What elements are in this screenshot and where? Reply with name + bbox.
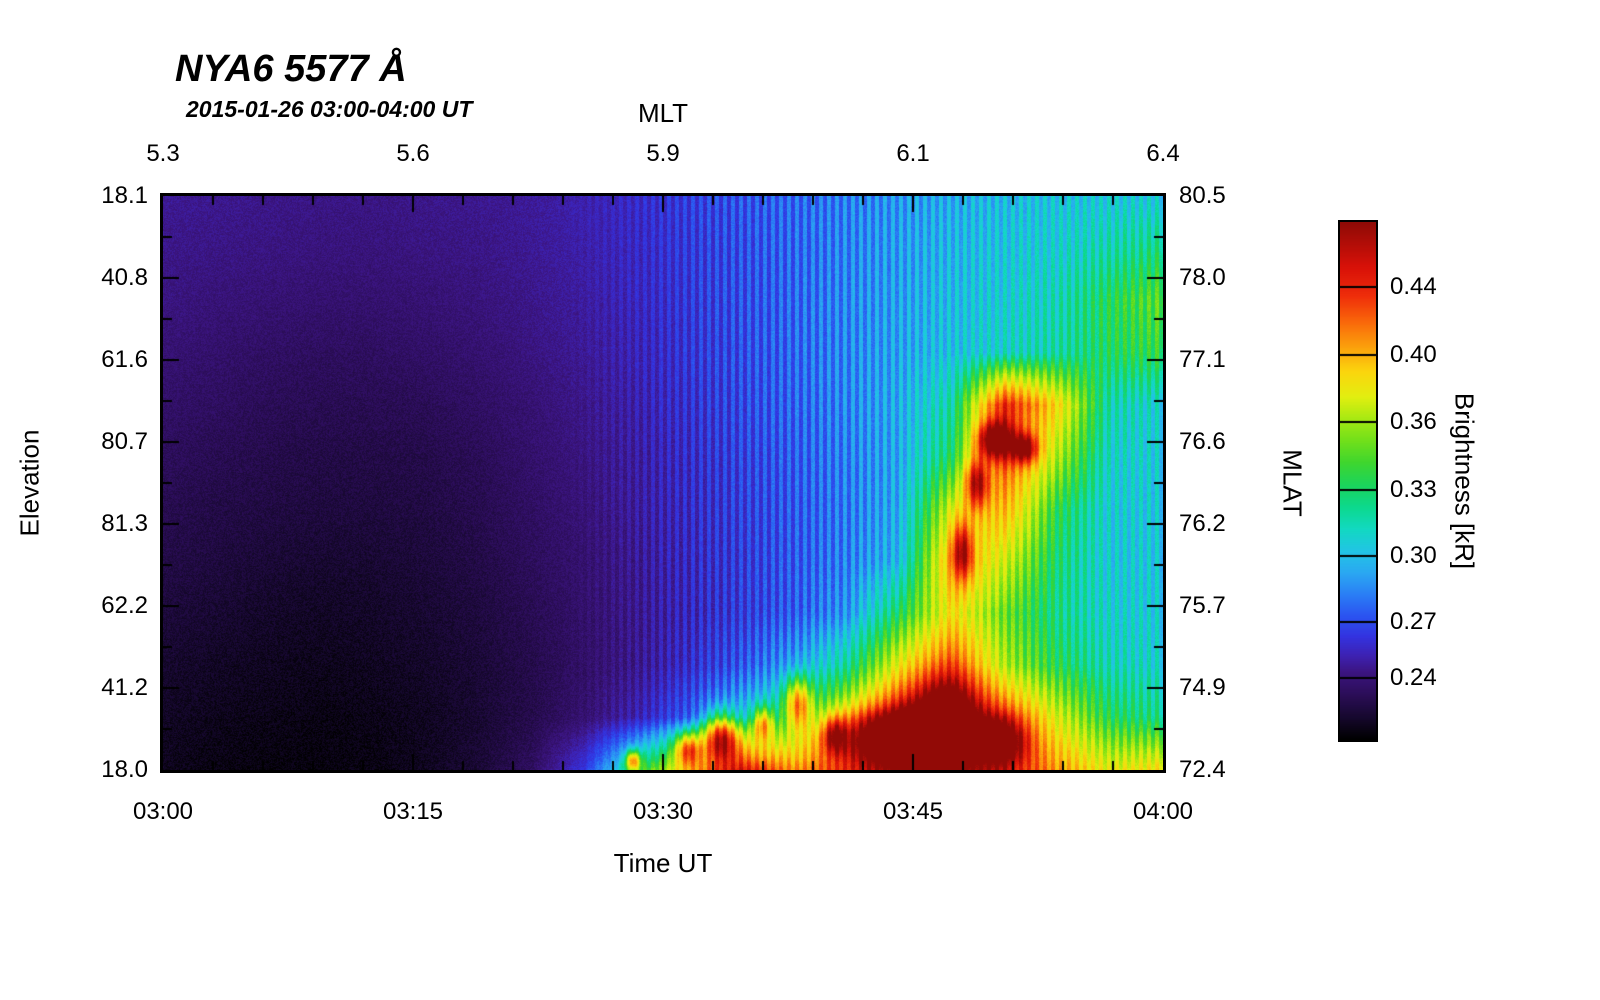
top-tick-label: 6.4	[1146, 140, 1180, 167]
bottom-tick-label: 03:00	[132, 798, 194, 825]
right-tick-label: 77.1	[1179, 345, 1226, 373]
colorbar-tick-label: 0.44	[1390, 272, 1437, 300]
left-axis-label: Elevation	[14, 429, 45, 537]
colorbar-canvas	[1340, 222, 1376, 740]
top-axis-label: MLT	[637, 98, 689, 128]
top-tick-label: 6.1	[896, 140, 930, 167]
heatmap-canvas	[163, 196, 1163, 770]
heatmap-plot-area	[160, 193, 1166, 773]
right-tick-label: 76.6	[1179, 428, 1226, 456]
right-tick-label: 72.4	[1179, 756, 1226, 783]
right-tick-label: 78.0	[1179, 264, 1226, 292]
left-tick-label: 81.3	[101, 509, 148, 537]
bottom-tick-label: 03:45	[882, 798, 944, 825]
colorbar-tick-label: 0.36	[1390, 407, 1437, 435]
left-tick-label: 41.2	[101, 673, 148, 701]
top-tick-label: 5.6	[396, 140, 430, 167]
left-tick-label: 18.1	[101, 182, 148, 209]
top-tick-label: 5.9	[646, 140, 680, 167]
left-tick-label: 62.2	[101, 592, 148, 619]
bottom-tick-label: 03:30	[632, 798, 694, 825]
right-tick-label: 75.7	[1179, 592, 1226, 619]
right-tick-label: 74.9	[1179, 673, 1226, 701]
right-tick-label: 76.2	[1179, 509, 1226, 537]
colorbar-tick-label: 0.30	[1390, 542, 1437, 570]
bottom-tick-label: 04:00	[1132, 798, 1194, 825]
colorbar-tick-label: 0.40	[1390, 341, 1437, 369]
plot-subtitle: 2015-01-26 03:00-04:00 UT	[186, 96, 473, 122]
colorbar-tick-label: 0.24	[1390, 663, 1437, 691]
bottom-axis-label: Time UT	[613, 848, 713, 878]
left-tick-label: 61.6	[101, 345, 148, 373]
top-tick-label: 5.3	[146, 140, 180, 167]
left-tick-label: 18.0	[101, 756, 148, 783]
colorbar-tick-label: 0.33	[1390, 475, 1437, 503]
plot-title: NYA6 5577 Å	[175, 48, 407, 90]
right-tick-label: 80.5	[1179, 182, 1226, 209]
left-tick-label: 40.8	[101, 264, 148, 292]
bottom-tick-label: 03:15	[382, 798, 444, 825]
colorbar-tick-label: 0.27	[1390, 607, 1437, 635]
colorbar-label: Brightness [kR]	[1449, 392, 1480, 570]
colorbar	[1338, 220, 1378, 742]
left-tick-label: 80.7	[101, 428, 148, 456]
right-axis-label: MLAT	[1277, 449, 1308, 517]
